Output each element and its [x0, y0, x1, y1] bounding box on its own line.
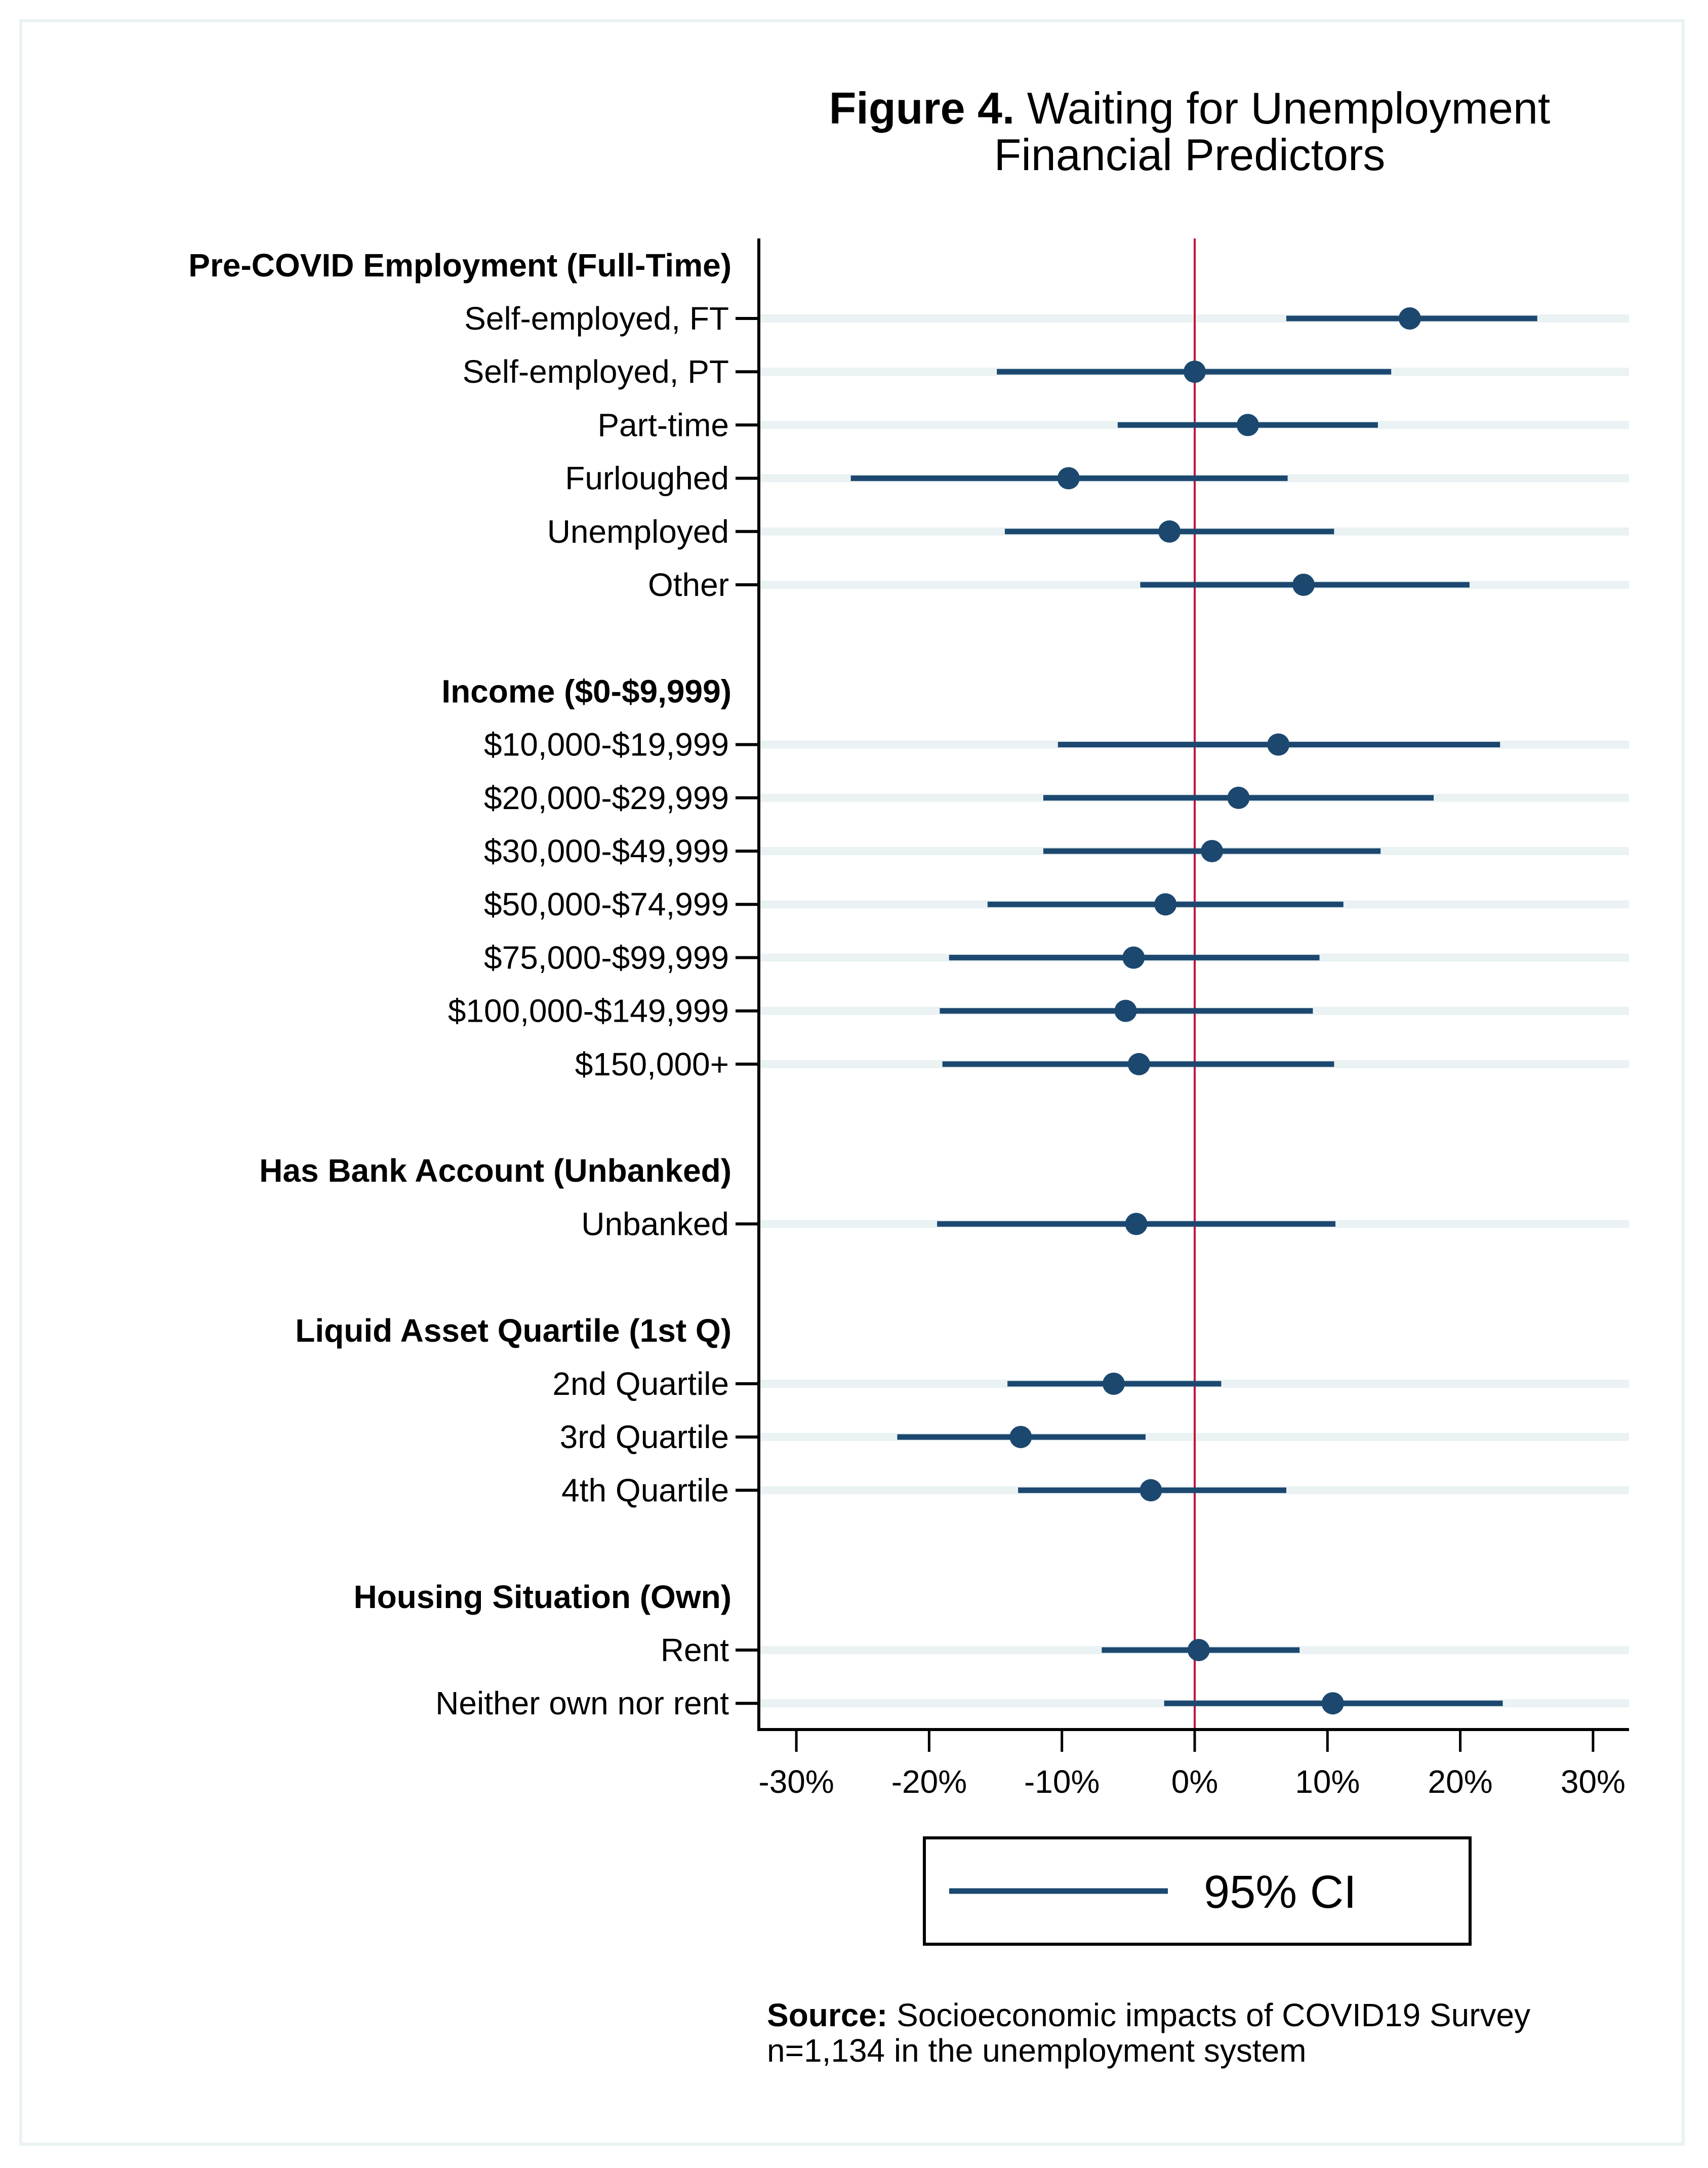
point-estimate: [1125, 1213, 1148, 1235]
source-text: Socioeconomic impacts of COVID19 Survey: [887, 1997, 1531, 2033]
legend-label: 95% CI: [1204, 1866, 1357, 1918]
y-tick-label: 3rd Quartile: [560, 1419, 729, 1455]
y-tick-label: Part-time: [597, 407, 729, 443]
x-tick-label: 10%: [1295, 1763, 1360, 1800]
y-tick-label: Other: [648, 567, 729, 603]
x-tick-label: 20%: [1428, 1763, 1493, 1800]
y-tick-label: Self-employed, PT: [463, 353, 729, 390]
point-estimate: [1140, 1479, 1162, 1502]
source-note: Source: Socioeconomic impacts of COVID19…: [767, 1997, 1530, 2068]
chart-subtitle: Financial Predictors: [994, 130, 1386, 180]
point-estimate: [1102, 1373, 1125, 1395]
y-tick-label: Self-employed, FT: [464, 300, 729, 337]
point-estimate: [1321, 1692, 1344, 1715]
y-tick-label: Rent: [661, 1632, 729, 1668]
chart-title: Figure 4. Waiting for Unemployment Finan…: [658, 85, 1708, 178]
point-estimate: [1122, 946, 1145, 969]
point-estimate: [1201, 840, 1224, 862]
y-tick-label: 4th Quartile: [561, 1472, 729, 1508]
point-estimate: [1236, 414, 1259, 436]
x-tick-label: -10%: [1024, 1763, 1100, 1800]
point-estimate: [1292, 574, 1315, 596]
group-header: Liquid Asset Quartile (1st Q): [295, 1312, 731, 1349]
group-header: Housing Situation (Own): [353, 1579, 731, 1615]
point-estimate: [1154, 893, 1177, 916]
x-tick-label: -30%: [758, 1763, 834, 1800]
point-estimate: [1187, 1639, 1210, 1661]
point-estimate: [1267, 733, 1290, 756]
y-tick-label: Furloughed: [565, 460, 729, 497]
y-tick-label: 2nd Quartile: [552, 1366, 729, 1402]
y-tick-label: $75,000-$99,999: [484, 939, 729, 976]
point-estimate: [1114, 999, 1137, 1022]
x-tick-label: 30%: [1561, 1763, 1625, 1800]
y-tick-label: $10,000-$19,999: [484, 727, 729, 763]
group-header: Pre-COVID Employment (Full-Time): [188, 247, 731, 284]
title-line-1: Figure 4. Waiting for Unemployment: [658, 85, 1708, 132]
figure-frame: [19, 19, 1685, 2146]
point-estimate: [1227, 786, 1250, 809]
y-tick-label: $30,000-$49,999: [484, 833, 729, 869]
point-estimate: [1127, 1053, 1150, 1075]
y-tick-label: $50,000-$74,999: [484, 886, 729, 922]
x-tick-label: 0%: [1171, 1763, 1218, 1800]
title-rest: Waiting for Unemployment: [1014, 83, 1551, 133]
group-header: Income ($0-$9,999): [441, 673, 731, 709]
point-estimate: [1398, 307, 1421, 330]
point-estimate: [1184, 360, 1206, 383]
point-estimate: [1057, 467, 1080, 490]
point-estimate: [1009, 1426, 1032, 1449]
source-line-1: Source: Socioeconomic impacts of COVID19…: [767, 1997, 1530, 2033]
title-bold: Figure 4.: [829, 83, 1015, 133]
group-header: Has Bank Account (Unbanked): [259, 1152, 731, 1189]
source-label: Source:: [767, 1997, 888, 2033]
y-tick-label: $150,000+: [575, 1046, 729, 1082]
y-tick-label: Unemployed: [547, 513, 729, 550]
x-tick-label: -20%: [891, 1763, 967, 1800]
y-tick-label: Neither own nor rent: [435, 1685, 729, 1721]
y-tick-label: Unbanked: [581, 1206, 729, 1242]
y-tick-label: $100,000-$149,999: [448, 993, 729, 1029]
y-tick-label: $20,000-$29,999: [484, 780, 729, 816]
point-estimate: [1158, 520, 1181, 543]
sample-size-note: n=1,134 in the unemployment system: [767, 2032, 1307, 2069]
